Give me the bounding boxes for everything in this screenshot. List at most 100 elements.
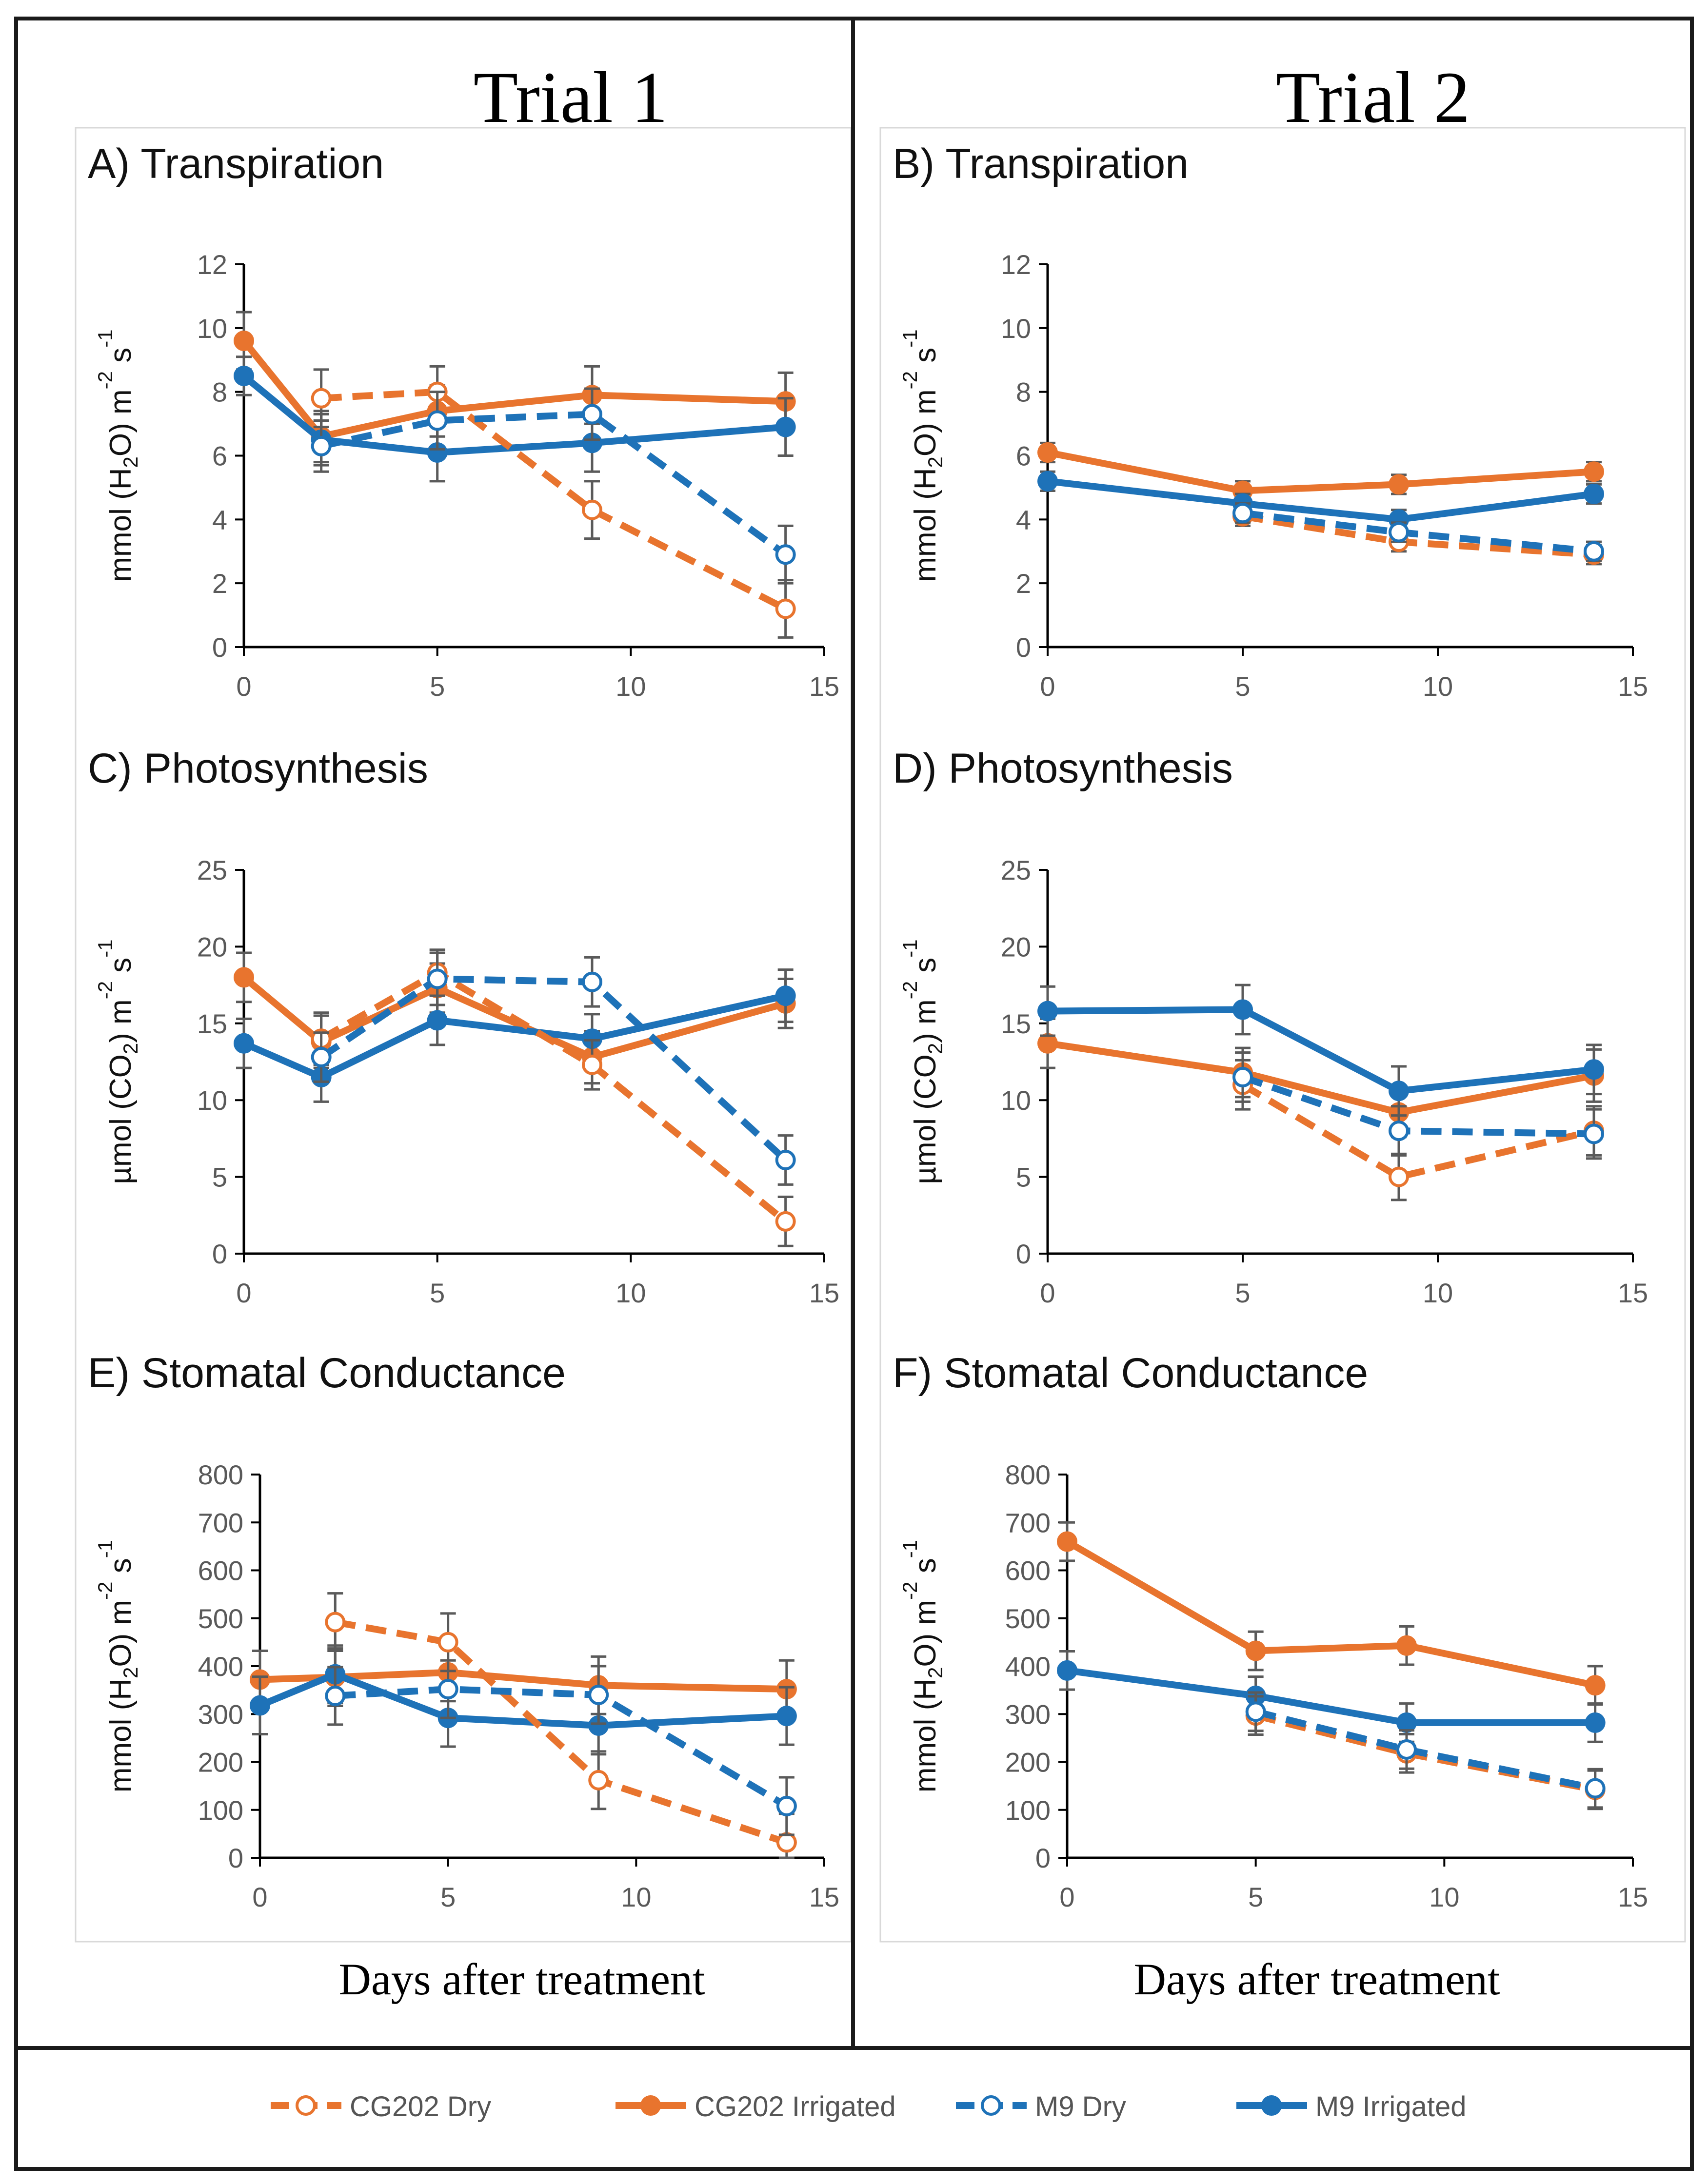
y-tick-label: 4	[212, 504, 227, 535]
data-point	[437, 1632, 458, 1653]
y-axis-label-part: 2	[924, 1043, 947, 1054]
x-tick-label: 15	[809, 1278, 839, 1308]
x-tick-label: 10	[621, 1882, 651, 1912]
data-point	[588, 1684, 609, 1705]
data-point	[775, 598, 796, 619]
y-tick-label: 400	[1005, 1651, 1051, 1682]
y-axis-label-part: µmol (CO	[104, 1054, 138, 1184]
data-point	[1585, 1778, 1606, 1799]
data-point	[1037, 442, 1058, 463]
data-point	[775, 1149, 796, 1170]
series-line	[335, 1618, 788, 1846]
y-tick-label: 2	[212, 568, 227, 599]
panel-D: D) Photosynthesis µmol (CO2) m-2 s-1 0 5 10 1…	[893, 745, 1648, 1308]
data-point	[1584, 541, 1604, 562]
data-point	[1389, 522, 1409, 543]
y-tick-label: 700	[1005, 1507, 1051, 1538]
data-point	[427, 1010, 448, 1031]
legend: CG202 Dry CG202 Irrigated M9 Dry M9 Irrigat…	[271, 2091, 1466, 2123]
series-line	[319, 975, 788, 1163]
y-tick-label: 5	[1016, 1162, 1031, 1193]
y-axis-label-part: mmol (H	[104, 468, 138, 582]
data-point	[1584, 461, 1604, 482]
data-point	[1389, 1166, 1409, 1187]
y-axis-label: mmol (H2O) m-2 s-1	[94, 1540, 142, 1792]
x-tick-label: 5	[440, 1882, 456, 1912]
data-point	[1396, 1635, 1417, 1656]
y-tick-label: 800	[1005, 1459, 1051, 1490]
data-point	[1037, 1033, 1058, 1054]
y-axis-label: mmol (H2O) m-2 s-1	[94, 329, 142, 582]
y-tick-label: 400	[198, 1651, 243, 1682]
y-tick-label: 300	[1005, 1699, 1051, 1730]
data-point	[776, 1795, 797, 1816]
panel-E: E) Stomatal Conductance mmol (H2O) m-2 s-…	[88, 1350, 839, 1912]
data-point	[1057, 1531, 1077, 1552]
panel-title: F) Stomatal Conductance	[893, 1350, 1368, 1397]
x-tick-label: 0	[252, 1882, 267, 1912]
series-m9_dry	[1232, 1051, 1604, 1160]
y-tick-label: 20	[1001, 931, 1031, 962]
series-line	[1047, 449, 1594, 494]
y-tick-label: 200	[1005, 1747, 1051, 1778]
data-point	[325, 1685, 346, 1706]
y-tick-label: 100	[198, 1795, 243, 1826]
trial-2-title: Trial 2	[1276, 57, 1470, 138]
y-axis-label-part: ) m	[104, 999, 138, 1043]
data-point	[250, 1695, 270, 1716]
y-tick-label: 10	[1001, 1085, 1031, 1116]
x-tick-label: 15	[1618, 671, 1648, 702]
y-axis-label-part: mmol (H	[104, 1678, 138, 1792]
y-tick-label: 2	[1016, 568, 1031, 599]
y-tick-label: 15	[1001, 1008, 1031, 1039]
y-tick-label: 200	[198, 1747, 243, 1778]
series-line	[1254, 1708, 1596, 1792]
x-tick-label: 10	[616, 671, 646, 702]
y-tick-label: 100	[1005, 1795, 1051, 1826]
legend-label: M9 Irrigated	[1315, 2091, 1466, 2123]
y-tick-label: 15	[197, 1008, 227, 1039]
panel-title: E) Stomatal Conductance	[88, 1350, 566, 1397]
data-point	[427, 410, 448, 431]
y-axis-label-part: s	[104, 348, 138, 371]
y-axis-label-part: -1	[898, 329, 921, 347]
data-point	[1057, 1660, 1077, 1681]
y-axis-label-part: -1	[94, 939, 117, 957]
y-tick-label: 500	[1005, 1603, 1051, 1634]
data-point	[1584, 1059, 1604, 1080]
y-tick-label: 300	[198, 1699, 243, 1730]
y-tick-label: 4	[1016, 504, 1031, 535]
y-axis-label-part: -1	[898, 939, 921, 957]
x-tick-label: 10	[1423, 671, 1453, 702]
data-point	[234, 1033, 254, 1054]
data-point	[1389, 1121, 1409, 1141]
y-axis-label-part: s	[104, 958, 138, 981]
legend-item-m9_dry: M9 Dry	[956, 2091, 1126, 2123]
series-line	[1067, 1667, 1595, 1726]
y-axis-label-part: -2	[94, 1581, 117, 1599]
y-tick-label: 25	[1001, 855, 1031, 885]
x-tick-label: 10	[1423, 1278, 1453, 1308]
y-tick-label: 10	[197, 1085, 227, 1116]
data-point	[582, 1054, 602, 1075]
y-tick-label: 6	[212, 441, 227, 472]
x-tick-label: 0	[1040, 1278, 1055, 1308]
x-tick-label: 15	[809, 1882, 839, 1912]
trial-1-title: Trial 1	[474, 57, 668, 138]
y-tick-label: 8	[212, 377, 227, 408]
data-point	[582, 499, 602, 520]
data-point	[1585, 1712, 1606, 1733]
data-point	[775, 416, 796, 437]
data-point	[1232, 1066, 1253, 1087]
series-line	[335, 1686, 789, 1809]
x-tick-label: 5	[430, 671, 445, 702]
panel-title: B) Transpiration	[893, 140, 1189, 187]
data-point	[775, 1211, 796, 1232]
series-m9_dry	[311, 951, 796, 1186]
y-axis-label-part: -1	[94, 329, 117, 347]
x-tick-label: 0	[1040, 671, 1055, 702]
data-point	[1584, 1123, 1604, 1144]
panel-F: F) Stomatal Conductance mmol (H2O) m-2 s-…	[893, 1350, 1648, 1912]
